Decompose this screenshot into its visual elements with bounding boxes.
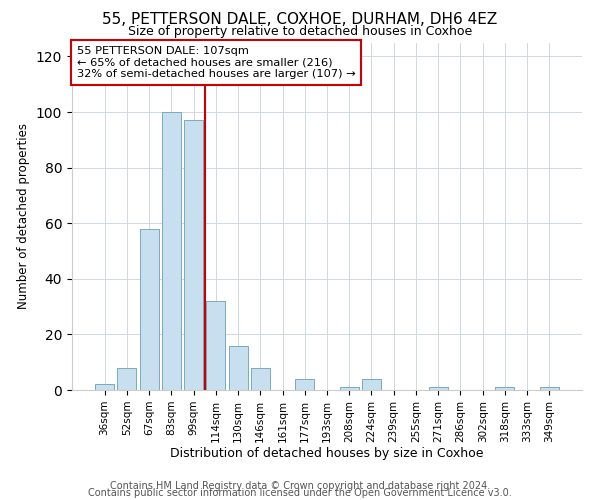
Text: 55 PETTERSON DALE: 107sqm
← 65% of detached houses are smaller (216)
32% of semi: 55 PETTERSON DALE: 107sqm ← 65% of detac… xyxy=(77,46,356,79)
Bar xyxy=(295,379,314,390)
Bar xyxy=(206,301,225,390)
Bar xyxy=(140,229,158,390)
Bar xyxy=(118,368,136,390)
Text: Size of property relative to detached houses in Coxhoe: Size of property relative to detached ho… xyxy=(128,25,472,38)
Bar xyxy=(229,346,248,390)
X-axis label: Distribution of detached houses by size in Coxhoe: Distribution of detached houses by size … xyxy=(170,448,484,460)
Bar xyxy=(95,384,114,390)
Bar xyxy=(540,387,559,390)
Bar xyxy=(362,379,381,390)
Bar xyxy=(429,387,448,390)
Bar xyxy=(340,387,359,390)
Bar xyxy=(251,368,270,390)
Bar xyxy=(496,387,514,390)
Bar xyxy=(162,112,181,390)
Text: Contains public sector information licensed under the Open Government Licence v3: Contains public sector information licen… xyxy=(88,488,512,498)
Text: Contains HM Land Registry data © Crown copyright and database right 2024.: Contains HM Land Registry data © Crown c… xyxy=(110,481,490,491)
Text: 55, PETTERSON DALE, COXHOE, DURHAM, DH6 4EZ: 55, PETTERSON DALE, COXHOE, DURHAM, DH6 … xyxy=(103,12,497,28)
Y-axis label: Number of detached properties: Number of detached properties xyxy=(17,123,31,309)
Bar xyxy=(184,120,203,390)
